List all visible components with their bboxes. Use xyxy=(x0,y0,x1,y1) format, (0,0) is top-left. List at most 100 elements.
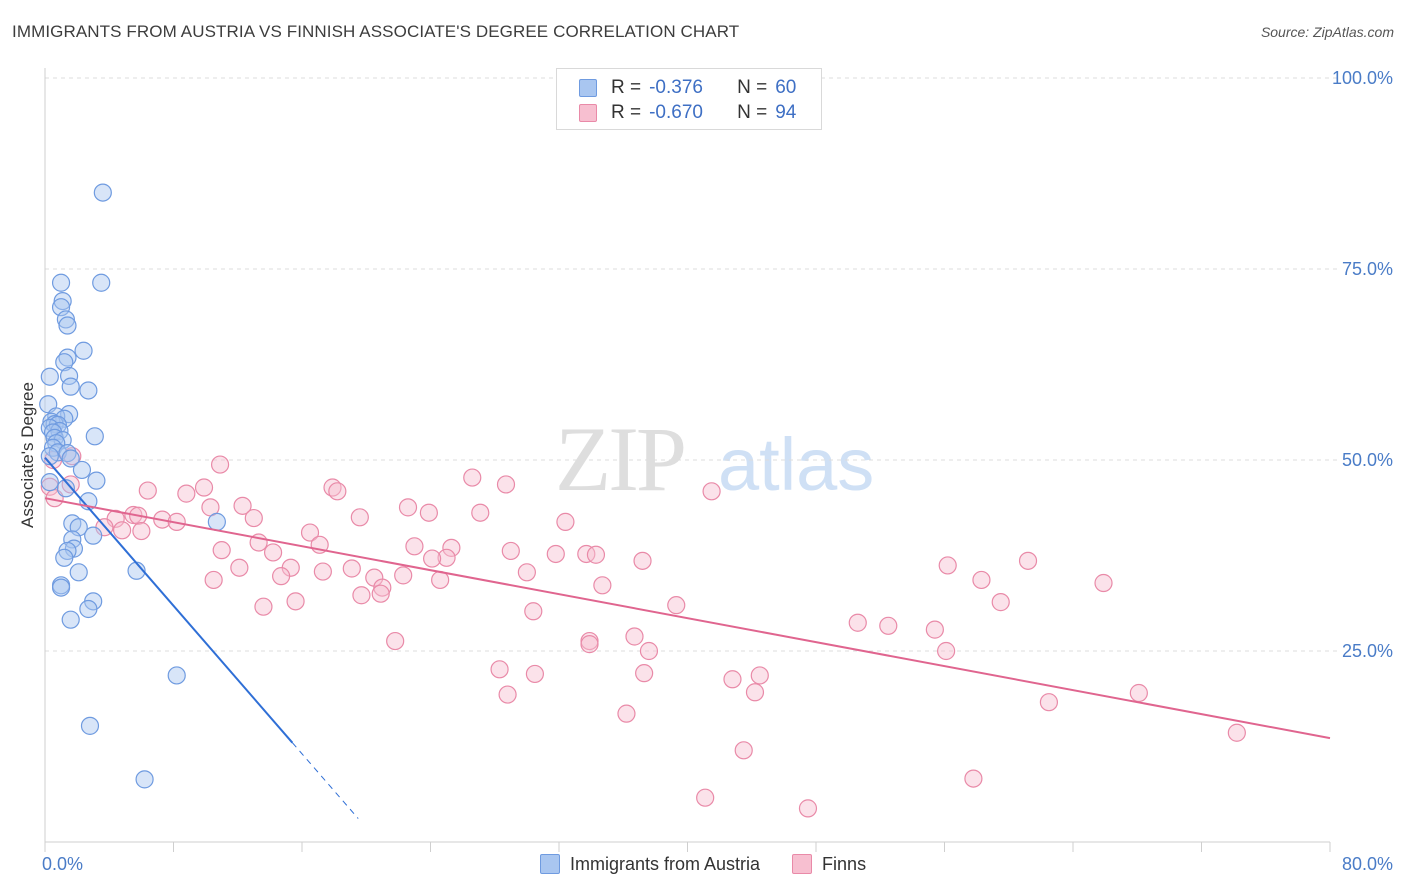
data-point xyxy=(625,627,644,646)
legend-swatch-pink xyxy=(792,854,813,874)
legend-r-label: R = xyxy=(611,102,642,123)
watermark-atlas: atlas xyxy=(718,423,874,506)
x-tick-label: 80.0% xyxy=(1342,854,1393,874)
data-point xyxy=(69,563,88,582)
data-point xyxy=(63,530,82,549)
correlation-legend: R = -0.376 N = 60 R = -0.670 N = 94 xyxy=(556,68,822,130)
data-point xyxy=(667,596,686,615)
legend-item-finns[interactable]: Finns xyxy=(792,854,866,875)
data-point xyxy=(74,341,93,360)
data-point xyxy=(471,503,490,522)
data-point xyxy=(233,496,252,515)
y-tick-label: 75.0% xyxy=(1342,259,1393,279)
data-point xyxy=(517,563,536,582)
data-point xyxy=(848,613,867,632)
data-point xyxy=(394,566,413,585)
data-point xyxy=(696,788,715,807)
data-point xyxy=(85,427,104,446)
data-point xyxy=(991,593,1010,612)
data-point xyxy=(79,381,98,400)
data-point xyxy=(244,508,263,528)
data-point xyxy=(937,641,956,661)
data-point xyxy=(56,310,75,329)
data-point xyxy=(55,548,74,567)
data-point xyxy=(342,559,361,578)
trend-extension xyxy=(291,742,359,819)
data-point xyxy=(254,597,273,616)
data-point xyxy=(79,599,98,619)
watermark-zip: ZIP xyxy=(555,408,684,510)
data-point xyxy=(750,666,769,685)
legend-n-value: 94 xyxy=(775,102,797,123)
data-point xyxy=(40,477,59,496)
data-point xyxy=(938,556,957,575)
data-point xyxy=(135,770,154,789)
trend-line xyxy=(44,457,294,744)
legend-row-austria: R = -0.376 N = 60 xyxy=(579,77,796,99)
data-point xyxy=(586,545,606,564)
watermark: ZIP atlas xyxy=(555,408,874,510)
data-point xyxy=(972,570,991,590)
legend-item-austria[interactable]: Immigrants from Austria xyxy=(540,854,760,875)
data-point xyxy=(1039,693,1059,712)
data-point xyxy=(723,670,742,689)
data-point xyxy=(286,592,305,611)
data-point xyxy=(40,367,59,386)
data-point xyxy=(58,316,77,335)
data-point xyxy=(40,473,59,492)
data-point xyxy=(112,521,132,540)
data-point xyxy=(496,475,516,494)
data-point xyxy=(525,664,545,684)
data-point xyxy=(138,481,157,500)
data-point xyxy=(639,641,659,661)
data-point xyxy=(373,578,392,597)
data-point xyxy=(745,683,765,702)
data-point xyxy=(546,544,565,564)
data-point xyxy=(501,541,520,561)
data-point xyxy=(61,377,80,396)
legend-n-label: N = xyxy=(737,77,768,98)
data-point xyxy=(204,570,223,590)
data-point xyxy=(263,543,283,562)
data-point xyxy=(1227,723,1246,742)
data-point xyxy=(72,460,92,480)
data-point xyxy=(61,449,80,468)
legend-n-label: N = xyxy=(737,102,768,123)
data-point xyxy=(577,544,596,564)
data-point xyxy=(132,521,151,541)
legend-r-label: R = xyxy=(611,77,642,98)
legend-label-finns: Finns xyxy=(822,853,867,874)
source-label: Source: ZipAtlas.com xyxy=(1260,24,1394,40)
data-point xyxy=(212,541,231,560)
data-point xyxy=(300,523,320,542)
data-point xyxy=(423,549,442,568)
data-point xyxy=(177,484,196,503)
data-point xyxy=(272,567,291,586)
data-point xyxy=(556,512,575,531)
data-point xyxy=(328,482,347,501)
legend-row-finns: R = -0.670 N = 94 xyxy=(579,102,796,124)
data-point xyxy=(798,799,818,818)
data-point xyxy=(463,468,482,487)
data-point xyxy=(352,586,371,605)
data-point xyxy=(84,526,103,545)
data-point xyxy=(350,508,369,527)
data-point xyxy=(56,479,75,498)
data-point xyxy=(210,455,230,474)
y-tick-label: 50.0% xyxy=(1342,450,1393,470)
trend-line xyxy=(44,497,1331,740)
y-tick-label: 100.0% xyxy=(1332,68,1393,88)
tick-labels: 25.0% 50.0% 75.0% 100.0% 0.0% 80.0% xyxy=(42,68,1393,874)
legend-r-value: -0.376 xyxy=(649,77,703,98)
data-point xyxy=(490,660,509,679)
data-point xyxy=(964,769,983,788)
data-point xyxy=(61,610,80,629)
legend-r-value: -0.670 xyxy=(649,102,703,123)
legend-n-value: 60 xyxy=(775,77,797,98)
data-point xyxy=(80,716,100,735)
data-point xyxy=(167,666,186,685)
data-point xyxy=(879,616,898,635)
data-point xyxy=(194,478,214,497)
legend-swatch-blue xyxy=(579,79,597,97)
